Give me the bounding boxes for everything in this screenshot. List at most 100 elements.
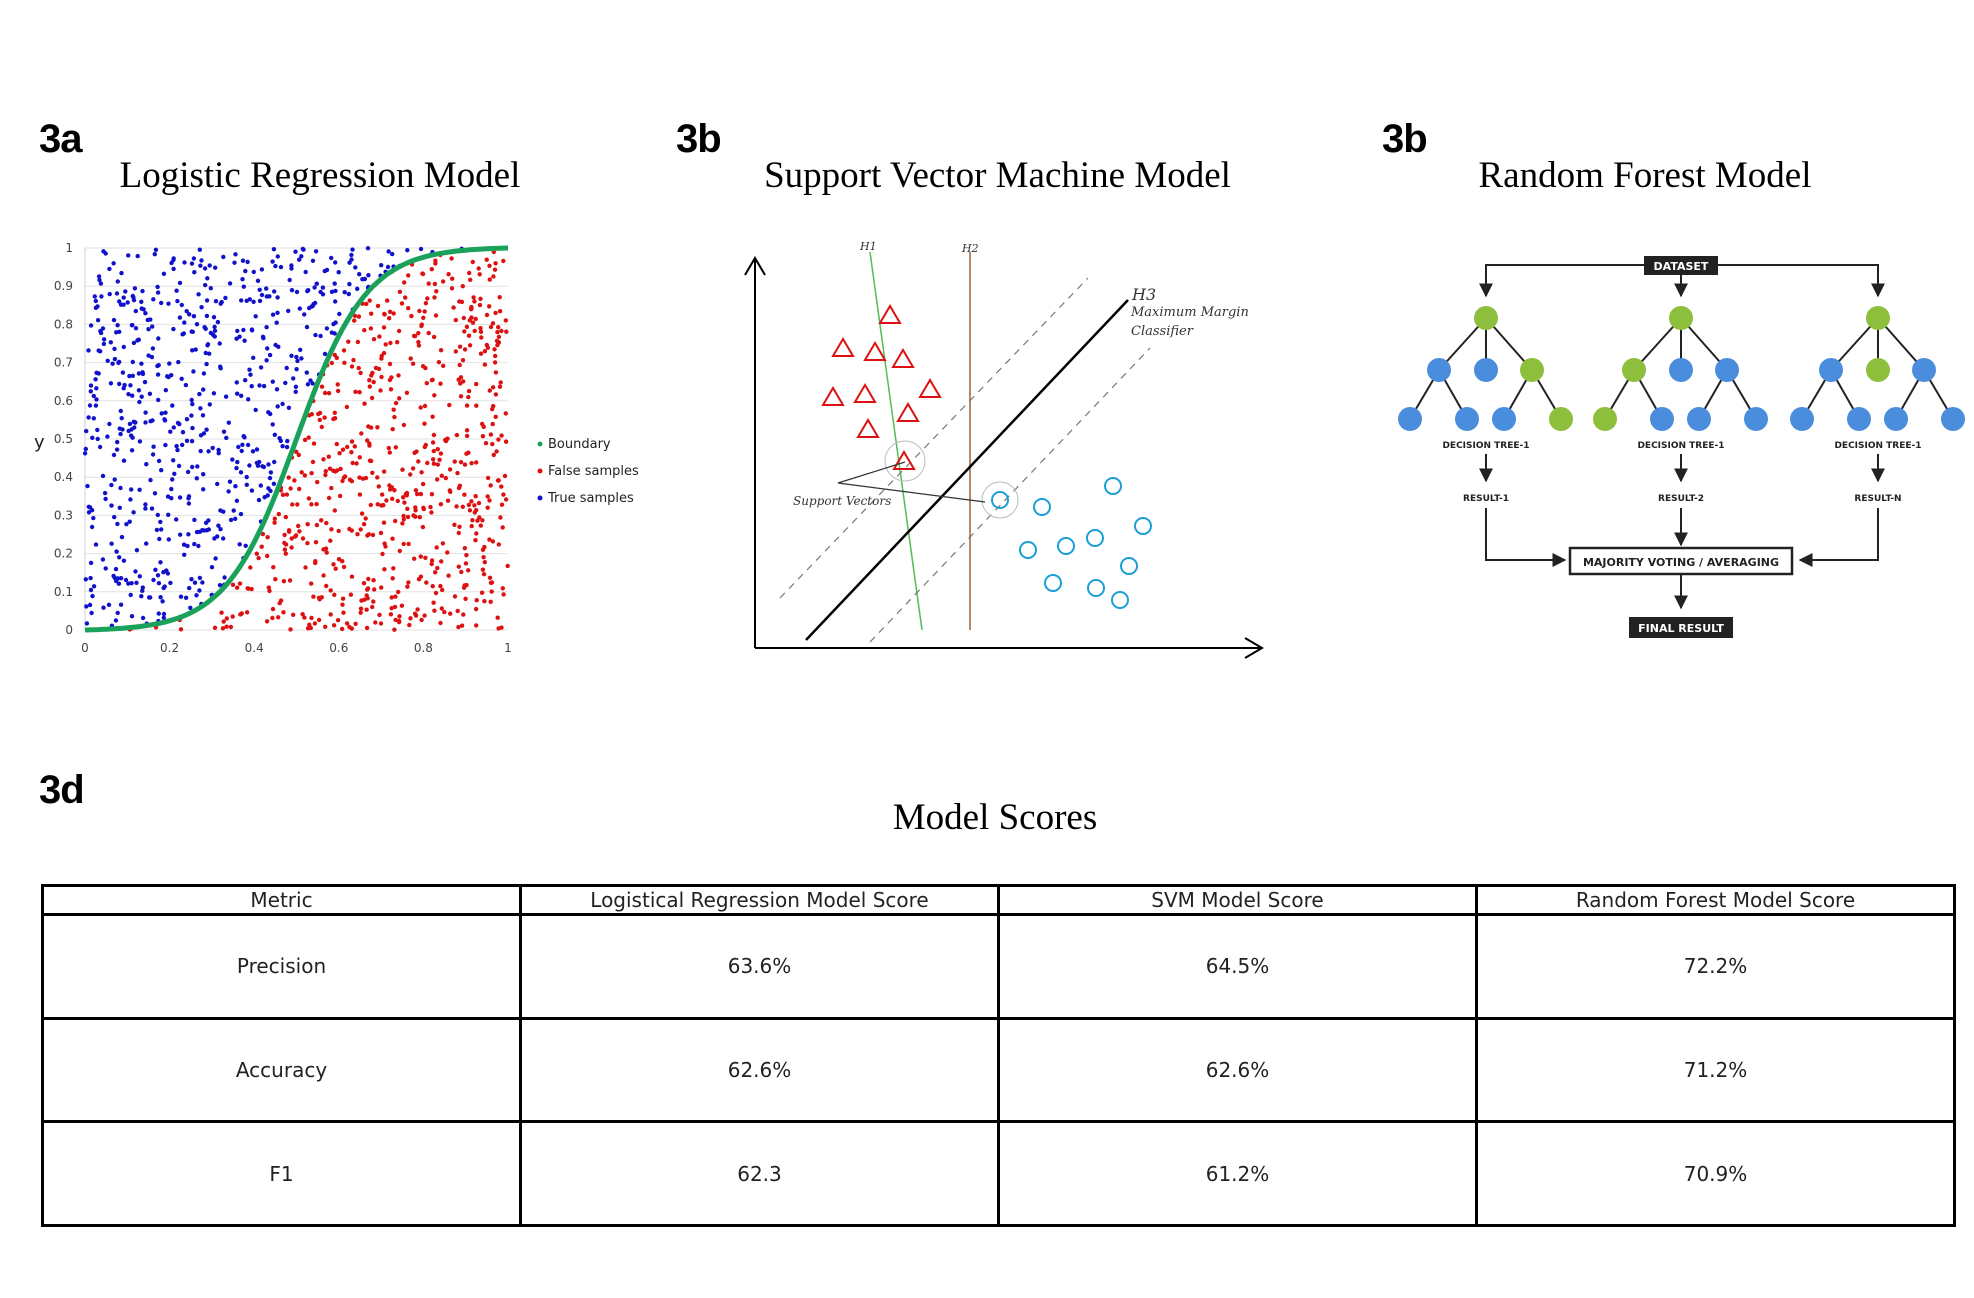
true-sample-point: [226, 489, 231, 494]
false-sample-point: [324, 583, 329, 589]
false-sample-point: [363, 475, 369, 481]
false-sample-point: [503, 439, 509, 444]
true-sample-point: [131, 419, 136, 424]
true-sample-point: [112, 575, 118, 581]
false-sample-point: [447, 488, 452, 493]
false-sample-point: [365, 596, 370, 601]
false-sample-point: [381, 325, 387, 330]
true-sample-point: [121, 458, 127, 463]
true-sample-point: [148, 595, 153, 600]
true-sample-point: [123, 289, 128, 294]
true-sample-point: [133, 308, 138, 314]
false-sample-point: [421, 506, 426, 512]
false-sample-point: [424, 381, 429, 386]
false-sample-point: [228, 624, 234, 630]
table-row: Precision 63.6% 64.5% 72.2%: [41, 913, 1956, 1020]
true-sample-point: [276, 344, 281, 349]
true-sample-point: [150, 452, 156, 457]
false-sample-point: [413, 505, 418, 510]
false-sample-point: [404, 490, 410, 496]
false-sample-point: [466, 502, 472, 508]
true-sample-point: [293, 249, 298, 254]
false-sample-point: [448, 611, 453, 616]
false-sample-point: [361, 581, 367, 586]
true-sample-point: [155, 284, 160, 290]
tree-edges: [1409, 317, 1954, 420]
true-sample-point: [191, 314, 197, 319]
true-sample-point: [166, 537, 171, 542]
true-sample-point: [357, 272, 362, 277]
false-sample-point: [464, 552, 469, 558]
true-sample-point: [117, 329, 122, 334]
false-sample-point: [418, 405, 423, 410]
false-sample-point: [434, 545, 439, 550]
false-sample-point: [499, 433, 504, 438]
false-sample-point: [433, 313, 439, 318]
false-sample-point: [365, 438, 370, 443]
true-sample-point: [175, 447, 180, 453]
true-sample-point: [115, 576, 121, 581]
true-sample-point: [100, 557, 106, 562]
false-sample-point: [466, 394, 471, 400]
true-sample-point: [294, 289, 300, 295]
true-sample-point: [203, 520, 209, 525]
true-sample-point: [349, 252, 354, 258]
false-sample-point: [286, 528, 292, 533]
false-sample-point: [478, 296, 483, 301]
false-sample-point: [447, 467, 453, 472]
false-sample-point: [464, 324, 470, 329]
false-sample-point: [320, 372, 326, 377]
false-sample-point: [439, 559, 444, 564]
true-sample-point: [87, 602, 93, 608]
false-sample-point: [337, 451, 342, 456]
false-sample-point: [308, 625, 313, 631]
circle-point: [1057, 537, 1075, 555]
y-tick-label: 1: [65, 241, 73, 255]
true-sample-point: [194, 593, 199, 598]
true-sample-point: [204, 528, 209, 533]
true-sample-point: [264, 325, 269, 330]
false-sample-point: [399, 603, 405, 608]
h1-line: [869, 251, 923, 631]
false-sample-point: [440, 587, 445, 593]
true-sample-point: [169, 486, 174, 492]
false-sample-point: [406, 273, 411, 278]
false-sample-point: [415, 607, 420, 612]
false-sample-point: [408, 616, 413, 621]
true-sample-point: [202, 325, 207, 330]
false-sample-point: [473, 606, 479, 612]
false-sample-point: [323, 546, 329, 551]
false-sample-point: [432, 281, 438, 287]
false-sample-point: [382, 312, 387, 317]
false-sample-point: [332, 416, 338, 421]
tree-node: [1847, 407, 1871, 431]
true-sample-point: [176, 463, 182, 469]
true-sample-point: [209, 592, 215, 598]
true-sample-point: [405, 248, 410, 253]
true-sample-point: [84, 604, 89, 609]
true-sample-point: [88, 323, 94, 328]
true-sample-point: [312, 300, 318, 306]
true-sample-point: [117, 426, 122, 431]
true-sample-point: [365, 246, 371, 251]
true-sample-point: [254, 447, 260, 452]
false-sample-point: [313, 560, 318, 566]
true-sample-point: [129, 614, 135, 619]
false-sample-point: [483, 441, 489, 446]
false-sample-point: [349, 574, 355, 579]
false-sample-point: [387, 361, 393, 367]
true-sample-point: [254, 460, 260, 466]
true-sample-point: [265, 493, 270, 498]
true-sample-point: [196, 543, 201, 549]
true-sample-point: [89, 610, 94, 616]
true-sample-point: [140, 588, 145, 593]
table-row: Accuracy 62.6% 62.6% 71.2%: [41, 1016, 1956, 1124]
false-sample-point: [337, 493, 343, 499]
true-sample-point: [303, 269, 308, 275]
true-sample-point: [121, 302, 126, 307]
false-sample-point: [481, 424, 486, 429]
false-sample-point: [487, 263, 492, 268]
false-sample-point: [246, 586, 251, 591]
true-sample-point: [293, 384, 299, 389]
false-sample-point: [271, 565, 276, 570]
